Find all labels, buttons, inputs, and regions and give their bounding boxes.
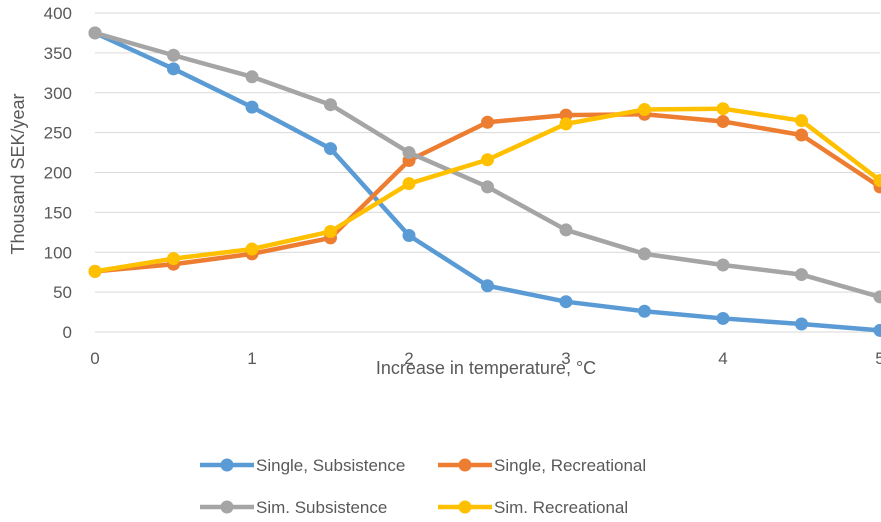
legend-item: Sim. Recreational [438, 498, 628, 517]
data-point [560, 117, 573, 130]
legend-swatch-marker [221, 501, 234, 514]
data-point [638, 103, 651, 116]
data-point [324, 98, 337, 111]
data-point [717, 312, 730, 325]
data-point [560, 223, 573, 236]
y-tick-label: 350 [44, 44, 72, 63]
x-axis-label: Increase in temperature, °C [376, 358, 596, 378]
x-tick-label: 1 [247, 349, 256, 368]
x-tick-label: 0 [90, 349, 99, 368]
data-point [167, 252, 180, 265]
data-point [795, 268, 808, 281]
legend-item: Sim. Subsistence [200, 498, 387, 517]
data-point [246, 243, 259, 256]
x-tick-label: 5 [875, 349, 881, 368]
y-tick-label: 0 [63, 323, 72, 342]
data-point [89, 265, 102, 278]
y-tick-label: 400 [44, 4, 72, 23]
data-point [167, 49, 180, 62]
y-tick-label: 300 [44, 84, 72, 103]
data-point [403, 229, 416, 242]
data-point [795, 129, 808, 142]
legend-swatch-marker [459, 501, 472, 514]
data-point [560, 295, 573, 308]
data-point [324, 225, 337, 238]
legend-label: Sim. Subsistence [256, 498, 387, 517]
y-axis-ticks: 0 50 100 150 200 250 300 350 400 [44, 4, 72, 342]
series-layer [89, 26, 881, 336]
data-point [638, 305, 651, 318]
y-tick-label: 50 [53, 283, 72, 302]
data-point [324, 142, 337, 155]
data-point [167, 62, 180, 75]
data-point [795, 114, 808, 127]
y-tick-label: 100 [44, 243, 72, 262]
data-point [246, 101, 259, 114]
data-point [874, 324, 881, 337]
data-point [481, 116, 494, 129]
data-point [89, 26, 102, 39]
y-axis-label: Thousand SEK/year [8, 93, 28, 254]
data-point [481, 180, 494, 193]
data-point [717, 115, 730, 128]
data-point [481, 279, 494, 292]
legend-swatch-marker [459, 459, 472, 472]
legend-swatch-marker [221, 459, 234, 472]
data-point [638, 247, 651, 260]
legend-item: Single, Subsistence [200, 456, 405, 475]
data-point [403, 177, 416, 190]
legend: Single, Subsistence Single, Recreational S… [200, 456, 646, 517]
data-point [246, 70, 259, 83]
legend-label: Sim. Recreational [494, 498, 628, 517]
x-tick-label: 4 [718, 349, 727, 368]
legend-label: Single, Subsistence [256, 456, 405, 475]
data-point [795, 318, 808, 331]
data-point [717, 259, 730, 272]
y-tick-label: 200 [44, 164, 72, 183]
legend-label: Single, Recreational [494, 456, 646, 475]
y-tick-label: 150 [44, 203, 72, 222]
y-tick-label: 250 [44, 124, 72, 143]
legend-item: Single, Recreational [438, 456, 646, 475]
data-point [403, 146, 416, 159]
data-point [717, 102, 730, 115]
data-point [481, 153, 494, 166]
